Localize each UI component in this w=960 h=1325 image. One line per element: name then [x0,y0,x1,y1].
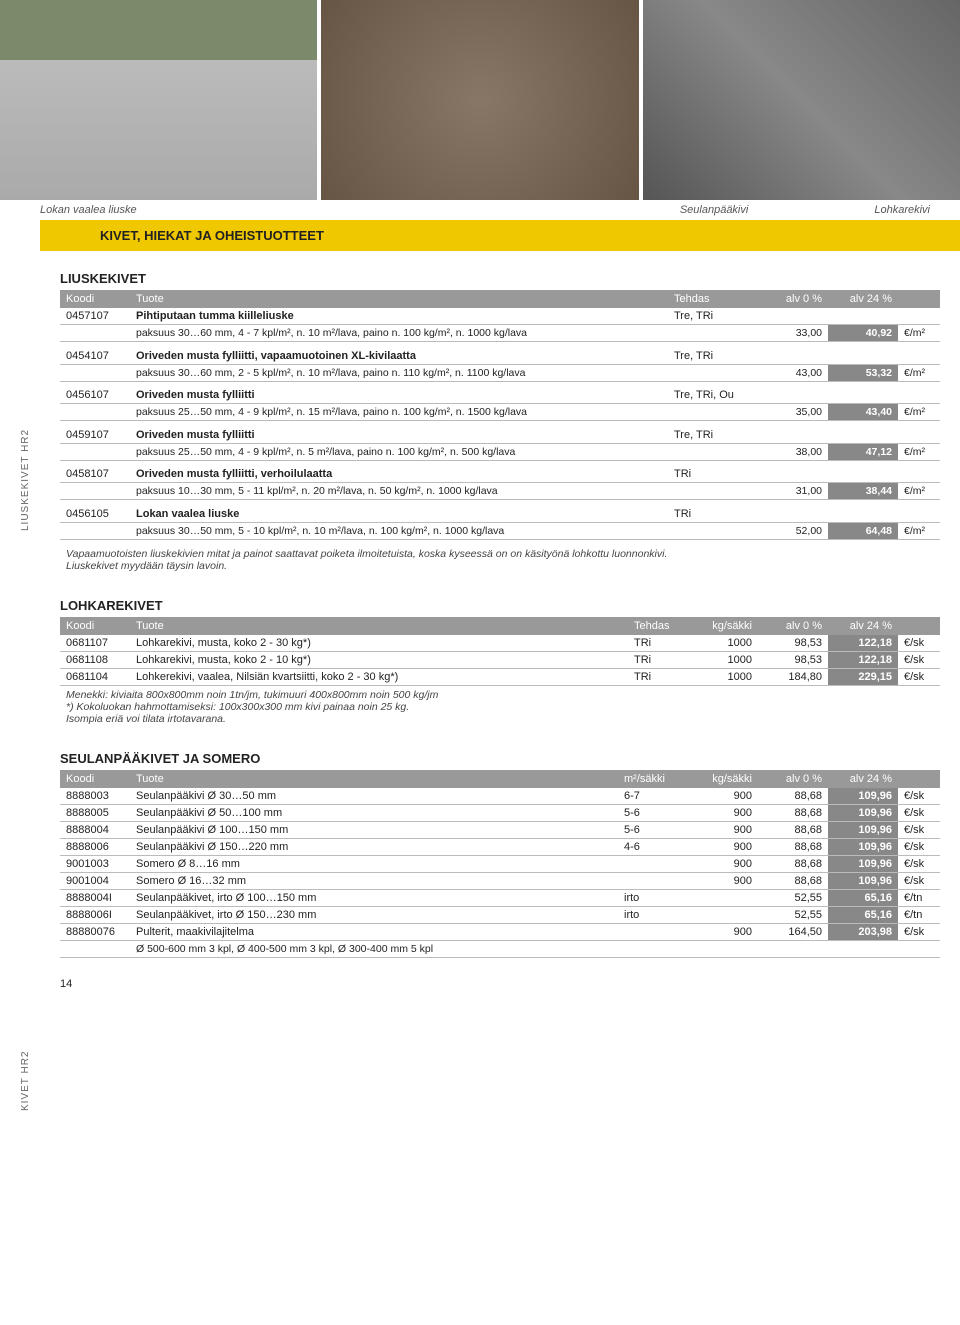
image-3 [643,0,960,200]
table-row: 88880076Pulterit, maakivilajitelma900164… [60,924,940,941]
table-row: 8888005Seulanpääkivi Ø 50…100 mm5-690088… [60,805,940,822]
image-1 [0,0,317,200]
lohkarekivet-table: Koodi Tuote Tehdas kg/säkki alv 0 % alv … [60,617,940,686]
table-row: 0456105Lokan vaalea liuskeTRi [60,506,940,523]
table-subrow: paksuus 25…50 mm, 4 - 9 kpl/m², n. 5 m²/… [60,443,940,460]
caption-1: Lokan vaalea liuske [40,204,512,216]
table-subrow: paksuus 30…60 mm, 4 - 7 kpl/m², n. 10 m²… [60,325,940,342]
table-subrow: paksuus 30…50 mm, 5 - 10 kpl/m², n. 10 m… [60,522,940,539]
table-header: Koodi Tuote Tehdas alv 0 % alv 24 % [60,290,940,308]
table-row: 9001004Somero Ø 16…32 mm90088,68109,96€/… [60,873,940,890]
table-row: 0454107Oriveden musta fylliitti, vapaamu… [60,348,940,365]
table-row: 8888004Seulanpääkivi Ø 100…150 mm5-69008… [60,822,940,839]
table-row: 0681107Lohkarekivi, musta, koko 2 - 30 k… [60,635,940,652]
seulanpaa-table: Koodi Tuote m²/säkki kg/säkki alv 0 % al… [60,770,940,958]
lohkarekivet-note: Menekki: kiviaita 800x800mm noin 1tn/jm,… [60,686,940,733]
liuskekivet-note: Vapaamuotoisten liuskekivien mitat ja pa… [60,545,940,580]
table-row: 9001003Somero Ø 8…16 mm90088,68109,96€/s… [60,856,940,873]
table-row: 8888006ISeulanpääkivet, irto Ø 150…230 m… [60,907,940,924]
image-row [0,0,960,200]
table-row: 8888004ISeulanpääkivet, irto Ø 100…150 m… [60,890,940,907]
table-row: 8888006Seulanpääkivi Ø 150…220 mm4-69008… [60,839,940,856]
side-label-1: LIUSKEKIVET HR2 [20,429,31,531]
table-row: 8888003Seulanpääkivi Ø 30…50 mm6-790088,… [60,788,940,805]
table-row: 0681104Lohkerekivi, vaalea, Nilsiän kvar… [60,669,940,686]
table-row: 0458107Oriveden musta fylliitti, verhoil… [60,466,940,483]
table-row: 0457107Pihtiputaan tumma kiilleliuskeTre… [60,308,940,325]
image-captions: Lokan vaalea liuske Seulanpääkivi Lohkar… [0,200,960,220]
table-header: Koodi Tuote Tehdas kg/säkki alv 0 % alv … [60,617,940,635]
image-2 [321,0,638,200]
seulanpaa-title: SEULANPÄÄKIVET JA SOMERO [60,751,940,766]
table-subrow: paksuus 30…60 mm, 2 - 5 kpl/m², n. 10 m²… [60,364,940,381]
side-label-2: KIVET HR2 [20,1051,31,1112]
caption-2: Seulanpääkivi [512,204,788,216]
table-row: 0456107Oriveden musta fylliittiTre, TRi,… [60,387,940,404]
page-number: 14 [0,958,960,1000]
table-row: 0681108Lohkarekivi, musta, koko 2 - 10 k… [60,652,940,669]
caption-3: Lohkarekivi [788,204,940,216]
section-bar: KIVET, HIEKAT JA OHEISTUOTTEET [40,220,960,251]
table-subrow: paksuus 25…50 mm, 4 - 9 kpl/m², n. 15 m²… [60,404,940,421]
table-header: Koodi Tuote m²/säkki kg/säkki alv 0 % al… [60,770,940,788]
footnote-row: Ø 500-600 mm 3 kpl, Ø 400-500 mm 3 kpl, … [60,941,940,958]
table-subrow: paksuus 10…30 mm, 5 - 11 kpl/m², n. 20 m… [60,483,940,500]
lohkarekivet-title: LOHKAREKIVET [60,598,940,613]
liuskekivet-title: LIUSKEKIVET [60,271,940,286]
table-row: 0459107Oriveden musta fylliittiTre, TRi [60,427,940,444]
liuskekivet-table: Koodi Tuote Tehdas alv 0 % alv 24 % 0457… [60,290,940,545]
